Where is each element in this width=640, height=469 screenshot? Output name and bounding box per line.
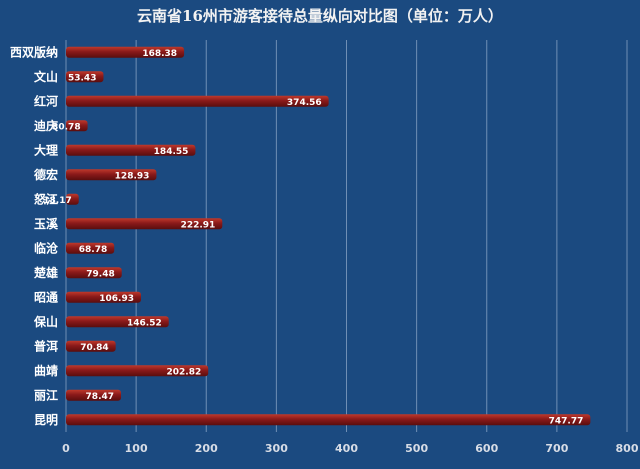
data-label: 70.84 <box>80 343 108 353</box>
data-label: 79.48 <box>86 269 114 279</box>
x-tick-label: 800 <box>616 442 639 455</box>
category-label: 文山 <box>34 69 58 84</box>
category-label: 迪庆 <box>34 118 58 133</box>
category-label: 丽江 <box>34 387 58 402</box>
bar <box>66 389 122 401</box>
bar <box>66 291 141 303</box>
data-label: 30.78 <box>52 122 80 132</box>
bar <box>66 340 116 352</box>
x-tick-label: 200 <box>195 442 218 455</box>
data-label: 106.93 <box>99 294 134 304</box>
chart-title: 云南省16州市游客接待总量纵向对比图（单位：万人） <box>137 7 503 25</box>
bar <box>66 218 223 230</box>
x-tick-labels: 0 100 200 300 400 500 600 700 800 <box>62 442 639 455</box>
bar <box>66 242 115 254</box>
x-tick-label: 300 <box>265 442 288 455</box>
data-label: 747.77 <box>549 416 584 426</box>
bar <box>66 365 209 377</box>
bar <box>66 316 169 328</box>
x-tick-label: 0 <box>62 442 70 455</box>
data-label: 168.38 <box>142 49 177 59</box>
x-tick-label: 600 <box>475 442 498 455</box>
x-tick-label: 100 <box>125 442 148 455</box>
bar <box>66 46 185 58</box>
bars: 168.38 53.43 374.56 30.78 184.55 128.93 18.17 2… <box>43 46 591 426</box>
bar <box>66 193 79 205</box>
data-label: 202.82 <box>166 367 201 377</box>
data-label: 68.78 <box>79 245 107 255</box>
bar <box>66 71 104 83</box>
category-label: 楚雄 <box>33 265 58 280</box>
bar <box>66 414 591 426</box>
category-label: 临沧 <box>34 240 58 255</box>
category-label: 昆明 <box>34 413 58 427</box>
category-label: 玉溪 <box>34 216 59 231</box>
category-label: 昭通 <box>34 289 58 304</box>
data-label: 184.55 <box>154 147 189 157</box>
bar <box>66 95 329 107</box>
category-label: 曲靖 <box>34 363 58 378</box>
bar <box>66 144 196 156</box>
category-label: 西双版纳 <box>10 44 58 59</box>
category-label: 德宏 <box>34 167 58 182</box>
data-label: 222.91 <box>181 220 216 230</box>
bar <box>66 120 88 132</box>
data-label: 374.56 <box>287 98 322 108</box>
category-label: 红河 <box>34 93 58 108</box>
bar <box>66 169 157 181</box>
category-label: 保山 <box>33 314 58 329</box>
data-label: 128.93 <box>115 171 150 181</box>
data-label: 78.47 <box>86 392 114 402</box>
data-label: 53.43 <box>68 73 96 83</box>
category-label: 普洱 <box>34 338 58 353</box>
category-label: 怒江 <box>34 191 58 206</box>
bar <box>66 267 122 279</box>
category-label: 大理 <box>34 142 58 157</box>
x-tick-label: 500 <box>405 442 428 455</box>
data-label: 146.52 <box>127 318 162 328</box>
data-label: 18.17 <box>43 196 71 206</box>
x-tick-label: 700 <box>545 442 568 455</box>
x-tick-label: 400 <box>335 442 358 455</box>
